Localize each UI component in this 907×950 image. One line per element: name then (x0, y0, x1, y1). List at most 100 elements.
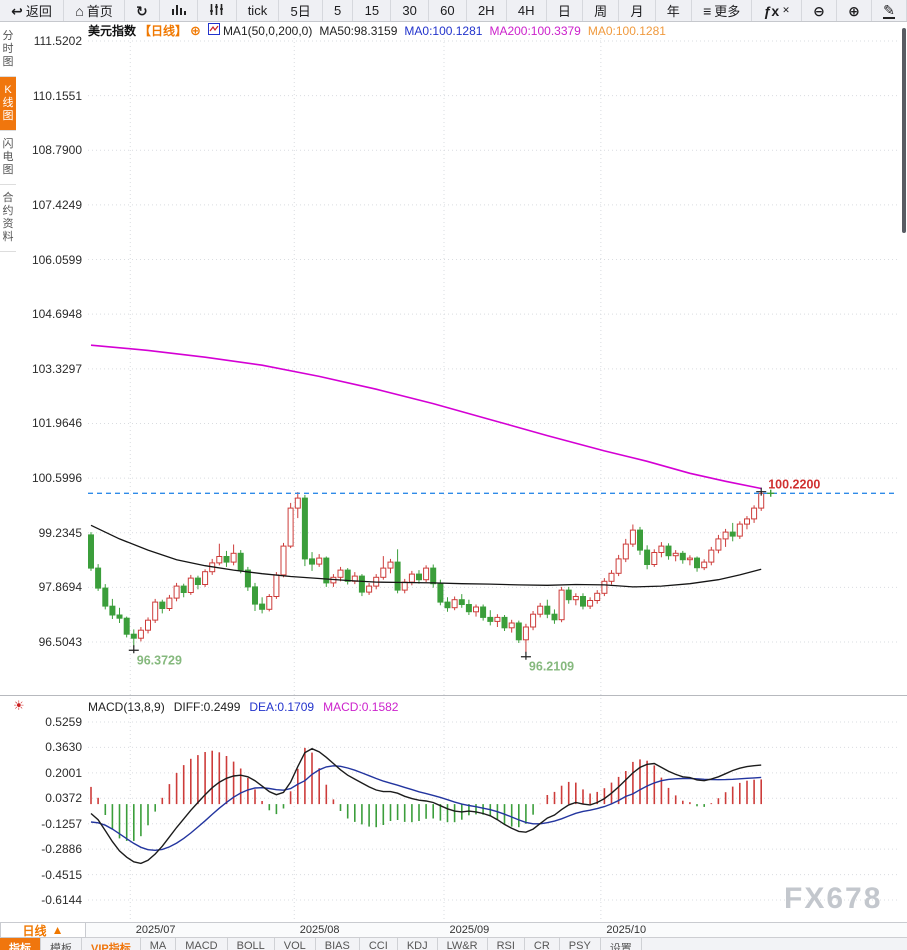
tab-vip-indicators[interactable]: VIP指标 (82, 938, 141, 950)
tab-templates[interactable]: 模板 (41, 938, 82, 950)
toolbar-period-5d[interactable]: 5日 (279, 0, 323, 21)
price-tick-label: 110.1551 (32, 88, 82, 103)
macd-value: MACD:0.1582 (323, 700, 399, 714)
macd-tick-label: -0.4515 (41, 867, 82, 882)
ma200-value: MA200:100.3379 (489, 23, 581, 38)
ma0-orange-value: MA0:100.1281 (587, 23, 666, 38)
toolbar-zoom-in[interactable]: ⊕ (837, 0, 872, 21)
macd-tick-label: 0.2001 (45, 765, 82, 780)
x-axis-label: 2025/08 (299, 924, 340, 936)
macd-tick-label: -0.6144 (41, 893, 82, 907)
toolbar-label: 2H (477, 3, 495, 18)
toolbar-period-year[interactable]: 年 (656, 0, 692, 21)
sidebar-item-time-chart[interactable]: 分时图 (0, 23, 16, 77)
dea-line (90, 765, 762, 852)
period-selector[interactable]: 日线 ▲ (0, 922, 86, 938)
tab-cci[interactable]: CCI (360, 938, 398, 950)
toolbar-chart-type-candles[interactable] (198, 0, 237, 21)
left-sidebar: 分时图 K线图 闪电图 合约资料 (0, 23, 16, 252)
price-tick-label: 108.7900 (31, 143, 82, 158)
last-price-label: 100.2200 (768, 477, 820, 491)
tab-vol[interactable]: VOL (275, 938, 316, 950)
price-tick-label: 100.5996 (31, 471, 82, 486)
top-toolbar: ↩ 返回 ⌂ 首页 ↻ tick 5日 5 15 30 60 2H 4H 日周月年 ≡ 更多 ƒx ✕ ⊖ ⊕ ✎ (0, 0, 907, 22)
toolbar-label: 5日 (290, 4, 311, 19)
toolbar-period-month[interactable]: 月 (619, 0, 656, 21)
x-axis-label: 2025/09 (449, 924, 490, 936)
price-tick-label: 101.9646 (31, 416, 82, 431)
vertical-scrollbar[interactable] (902, 28, 906, 233)
toolbar-period-15[interactable]: 15 (353, 0, 392, 21)
toolbar-refresh[interactable]: ↻ (125, 0, 160, 21)
price-tick-label: 107.4249 (31, 197, 82, 212)
tab-rsi[interactable]: RSI (488, 938, 525, 950)
chart-type-bars-icon (171, 3, 187, 19)
watermark: FX678 (784, 882, 883, 915)
toolbar-period-tick[interactable]: tick (237, 0, 280, 21)
price-tick-label: 111.5202 (33, 34, 82, 48)
toolbar-period-week[interactable]: 周 (583, 0, 620, 21)
price-tick-label: 106.0599 (31, 252, 82, 267)
tab-kdj[interactable]: KDJ (398, 938, 438, 950)
tab-indicators[interactable]: 指标 (0, 938, 41, 950)
fx-indicator-badge-icon: ✕ (782, 5, 790, 15)
toolbar-fx-indicator[interactable]: ƒx ✕ (752, 0, 802, 21)
macd-settings-icon[interactable]: ☀ (13, 698, 25, 713)
toolbar-label: 更多 (714, 4, 741, 19)
toolbar-period-5[interactable]: 5 (323, 0, 354, 21)
toolbar-period-2h[interactable]: 2H (467, 0, 507, 21)
macd-header: MACD(13,8,9) DIFF:0.2499 DEA:0.1709 MACD… (88, 700, 398, 714)
macd-tick-label: 0.0372 (45, 791, 82, 806)
toolbar-period-60[interactable]: 60 (429, 0, 467, 21)
symbol-name: 美元指数 (88, 24, 137, 38)
macd-tick-label: -0.1257 (41, 816, 82, 831)
toolbar-period-4h[interactable]: 4H (507, 0, 547, 21)
toolbar-label: 周 (594, 4, 608, 19)
diff-value: DIFF:0.2499 (173, 700, 241, 714)
x-axis-bar: 2025/07 2025/08 2025/09 2025/10 (0, 922, 907, 937)
back-icon: ↩ (11, 2, 23, 19)
tab-psy[interactable]: PSY (560, 938, 601, 950)
tab-settings[interactable]: 设置 (601, 938, 642, 950)
ma-settings-text: MA1(50,0,200,0) (222, 23, 313, 38)
tab-boll[interactable]: BOLL (228, 938, 275, 950)
refresh-icon: ↻ (136, 2, 148, 19)
toolbar-draw[interactable]: ✎ (872, 0, 907, 21)
x-axis-label: 2025/07 (135, 924, 176, 936)
tab-bias[interactable]: BIAS (316, 938, 360, 950)
macd-params: MACD(13,8,9) (88, 700, 165, 714)
sidebar-item-lightning-chart[interactable]: 闪电图 (0, 131, 16, 185)
home-icon: ⌂ (75, 2, 84, 19)
toolbar-label: 月 (630, 4, 644, 19)
tab-cr[interactable]: CR (525, 938, 560, 950)
sidebar-item-contract-info[interactable]: 合约资料 (0, 185, 16, 252)
add-indicator-icon[interactable]: ⊕ (190, 22, 201, 38)
indicator-tabs: 指标 模板 VIP指标 MA MACD BOLL VOL BIAS CCI KDJ LW&R RSI C… (0, 937, 907, 950)
tab-lwr[interactable]: LW&R (438, 938, 488, 950)
toolbar-label: tick (247, 3, 268, 18)
price-tick-label: 104.6948 (31, 307, 82, 322)
price-tick-label: 103.3297 (31, 361, 82, 376)
toolbar-period-day[interactable]: 日 (547, 0, 583, 21)
macd-tick-label: 0.5259 (45, 715, 82, 729)
toolbar-zoom-out[interactable]: ⊖ (802, 0, 837, 21)
chart-header: 美元指数 【日线】 ⊕ MA1(50,0,200,0) MA50:98.3159… (88, 22, 666, 39)
tab-ma[interactable]: MA (141, 938, 177, 950)
ma0-blue-value: MA0:100.1281 (404, 23, 483, 38)
ma200-line (90, 344, 762, 490)
toolbar-label: 60 (440, 3, 455, 18)
toolbar-back[interactable]: ↩ 返回 (0, 0, 65, 21)
toolbar-more[interactable]: ≡ 更多 (692, 0, 753, 21)
toolbar-label: 15 (364, 3, 380, 18)
toolbar-home[interactable]: ⌂ 首页 (64, 0, 125, 21)
ma50-line (90, 524, 762, 588)
toolbar-chart-type-bars[interactable] (160, 0, 199, 21)
toolbar-period-30[interactable]: 30 (391, 0, 429, 21)
diff-line (90, 747, 762, 865)
zoom-in-icon: ⊕ (848, 2, 860, 19)
tab-macd[interactable]: MACD (176, 938, 228, 950)
macd-tick-label: 0.3630 (45, 740, 82, 755)
sidebar-item-kline-chart[interactable]: K线图 (0, 77, 16, 131)
fx-indicator-icon: ƒx (763, 2, 780, 19)
